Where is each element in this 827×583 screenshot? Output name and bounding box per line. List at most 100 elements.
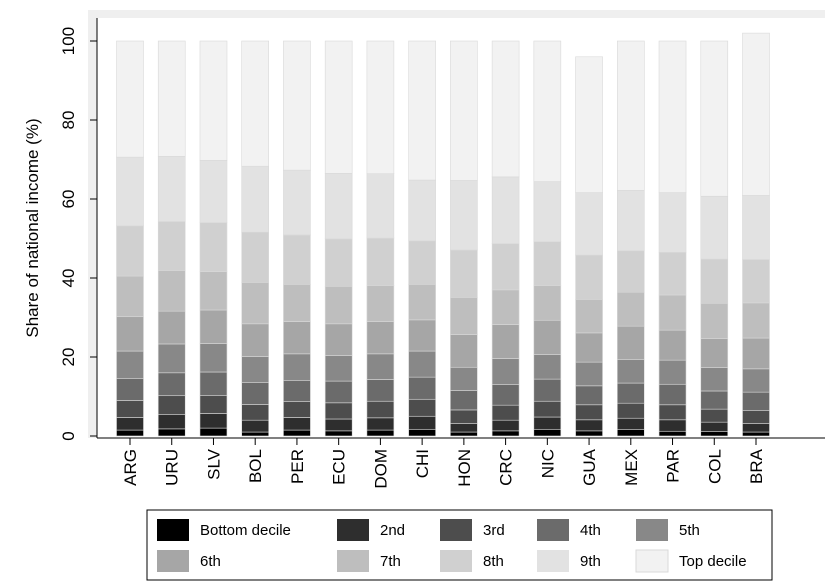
- bar-segment-bol-4: [241, 356, 269, 383]
- bar-segment-par-5: [658, 329, 687, 361]
- bar-segment-hon-4: [450, 366, 478, 391]
- bar-segment-per-1: [283, 417, 311, 431]
- bar-segment-dom-4: [366, 353, 395, 380]
- x-tick-label: ECU: [330, 449, 349, 485]
- bar-segment-arg-5: [116, 316, 144, 352]
- bar-segment-slv-3: [199, 371, 228, 396]
- bar-segment-nic-1: [533, 416, 562, 430]
- bar-segment-per-5: [283, 321, 311, 355]
- legend-swatch: [635, 549, 669, 573]
- bar-segment-arg-8: [116, 156, 144, 227]
- bar-segment-chi-0: [408, 428, 436, 437]
- x-tick-label: SLV: [204, 448, 223, 480]
- bar-segment-nic-2: [533, 400, 562, 418]
- bar-segment-hon-0: [450, 431, 478, 437]
- bar-segment-mex-6: [616, 291, 645, 327]
- y-tick-label: 0: [59, 431, 78, 440]
- bar-segment-crc-4: [491, 358, 520, 385]
- bar-segment-par-3: [658, 383, 687, 406]
- bar-segment-hon-9: [450, 40, 478, 181]
- bar-segment-bol-5: [241, 323, 269, 357]
- bar-segment-slv-0: [199, 427, 228, 437]
- legend-label: 5th: [679, 522, 700, 539]
- bar-segment-slv-4: [199, 343, 228, 373]
- y-tick-label: 100: [59, 27, 78, 55]
- bar-segment-chi-3: [408, 376, 436, 400]
- bar-segment-ecu-0: [324, 430, 353, 437]
- x-tick-label: BRA: [747, 448, 766, 484]
- bar-segment-mex-3: [616, 382, 645, 404]
- bar-segment-uru-1: [157, 414, 186, 430]
- y-tick-label: 60: [59, 190, 78, 209]
- bar-segment-nic-8: [533, 181, 562, 242]
- legend-label: Bottom decile: [200, 522, 291, 539]
- legend-swatch: [440, 550, 472, 572]
- bar-segment-slv-2: [199, 395, 228, 414]
- bar-segment-bol-8: [241, 165, 269, 233]
- bar-segment-arg-0: [116, 429, 144, 437]
- bar-segment-mex-4: [616, 359, 645, 384]
- bar-segment-crc-1: [491, 419, 520, 432]
- legend: Bottom decile 2nd 3rd 4th 5th 6th 7th 8th 9th Top…: [146, 509, 773, 581]
- bar-segment-chi-1: [408, 415, 436, 430]
- bar-segment-col-4: [700, 367, 729, 392]
- bar-segment-arg-7: [116, 225, 144, 277]
- bar-segment-mex-1: [616, 417, 645, 430]
- bar-segment-per-7: [283, 234, 311, 285]
- bar-segment-chi-4: [408, 350, 436, 378]
- bar-segment-mex-5: [616, 325, 645, 360]
- bar-segment-dom-3: [366, 379, 395, 402]
- bar-segment-slv-8: [199, 159, 228, 223]
- bar-segment-hon-3: [450, 390, 478, 411]
- bar-segment-par-0: [658, 430, 687, 437]
- bar-segment-gua-2: [575, 404, 603, 421]
- bar-segment-uru-9: [157, 40, 186, 157]
- legend-label: Top decile: [679, 553, 747, 570]
- bar-segment-col-1: [700, 421, 729, 432]
- bar-segment-ecu-3: [324, 380, 353, 404]
- bar-segment-hon-6: [450, 297, 478, 335]
- bar-segment-bol-1: [241, 419, 269, 433]
- y-tick-label: 40: [59, 269, 78, 288]
- x-tick-label: DOM: [371, 449, 390, 489]
- bar-segment-ecu-9: [324, 40, 353, 174]
- legend-swatch: [537, 519, 569, 541]
- bar-segment-bol-3: [241, 382, 269, 405]
- bar-segment-per-0: [283, 429, 311, 437]
- bar-segment-col-6: [700, 302, 729, 339]
- bar-segment-per-3: [283, 380, 311, 402]
- bar-segment-hon-8: [450, 180, 478, 251]
- bar-segment-par-9: [658, 40, 687, 193]
- bar-segment-crc-3: [491, 384, 520, 406]
- bar-segment-uru-2: [157, 395, 186, 415]
- bar-segment-chi-5: [408, 319, 436, 352]
- x-tick-label: NIC: [538, 449, 557, 478]
- bar-segment-crc-9: [491, 40, 520, 178]
- legend-swatch: [157, 519, 189, 541]
- legend-swatch: [337, 519, 369, 541]
- bar-segment-nic-5: [533, 319, 562, 355]
- bar-segment-mex-0: [616, 429, 645, 437]
- bar-segment-ecu-4: [324, 355, 353, 382]
- bar-segment-crc-7: [491, 243, 520, 291]
- x-tick-label: CHI: [413, 449, 432, 478]
- bar-segment-ecu-1: [324, 418, 353, 432]
- bar-segment-nic-0: [533, 428, 562, 437]
- y-axis-ticks: 0 20 40 60 80 100: [59, 27, 97, 441]
- bar-segment-mex-8: [616, 190, 645, 252]
- bar-segment-crc-5: [491, 324, 520, 359]
- legend-label: 6th: [200, 553, 221, 570]
- bar-segment-par-1: [658, 419, 687, 432]
- bar-segment-arg-9: [116, 40, 144, 158]
- bar-segment-bra-8: [742, 195, 770, 260]
- bar-segment-dom-5: [366, 321, 395, 355]
- bar-segment-hon-5: [450, 334, 478, 368]
- bar-segment-chi-8: [408, 179, 436, 242]
- bar-segment-col-2: [700, 408, 729, 423]
- legend-swatch: [537, 550, 569, 572]
- legend-label: 2nd: [380, 522, 405, 539]
- bar-segment-uru-6: [157, 270, 186, 312]
- legend-label: 8th: [483, 553, 504, 570]
- bar-segment-arg-1: [116, 417, 144, 431]
